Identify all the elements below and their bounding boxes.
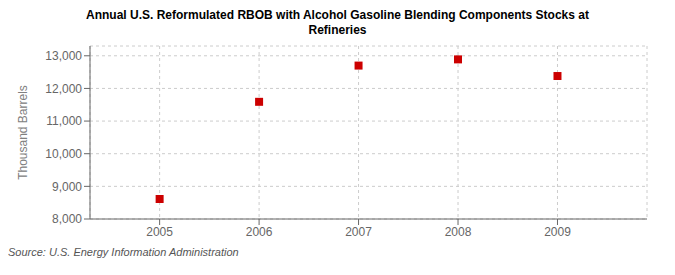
svg-text:9,000: 9,000 <box>52 180 82 194</box>
html-text:Refineries: Refineries <box>308 23 367 37</box>
svg-text:2009: 2009 <box>544 225 571 239</box>
svg-text:2008: 2008 <box>445 225 472 239</box>
svg-text:8,000: 8,000 <box>52 212 82 226</box>
svg-text:Thousand Barrels: Thousand Barrels <box>16 85 30 180</box>
svg-text:11,000: 11,000 <box>46 114 82 128</box>
svg-text:2007: 2007 <box>345 225 372 239</box>
html-text:Source: U.S. Energy Informatio: Source: U.S. Energy Information Administ… <box>8 246 239 258</box>
svg-text:13,000: 13,000 <box>45 49 82 63</box>
svg-text:2006: 2006 <box>246 225 273 239</box>
svg-text:10,000: 10,000 <box>45 147 82 161</box>
svg-text:12,000: 12,000 <box>45 82 82 96</box>
html-text:Annual U.S. Reformulated RBOB: Annual U.S. Reformulated RBOB with Alcoh… <box>86 8 589 22</box>
svg-text:2005: 2005 <box>146 225 173 239</box>
